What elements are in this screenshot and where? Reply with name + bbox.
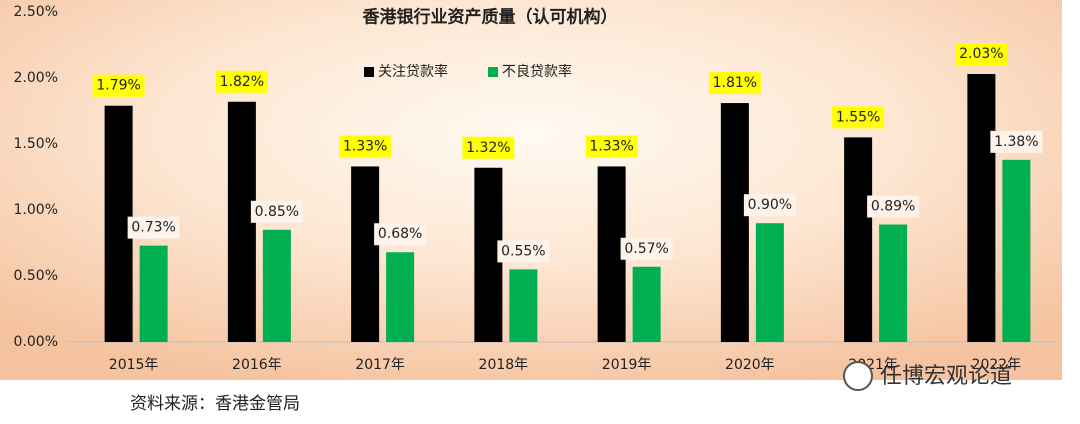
y-tick-label: 0.50%: [14, 268, 58, 284]
data-label: 1.33%: [589, 138, 633, 154]
legend-label: 不良贷款率: [502, 63, 572, 80]
data-label: 1.82%: [220, 74, 264, 90]
data-label-bg: [585, 135, 638, 158]
data-label: 1.79%: [96, 78, 140, 94]
bar: [262, 229, 291, 342]
y-tick-label: 0.00%: [14, 334, 58, 350]
y-tick-label: 2.50%: [14, 4, 58, 20]
data-label: 1.81%: [713, 75, 757, 91]
data-label-bg: [990, 130, 1043, 153]
bar: [1002, 159, 1031, 342]
bar: [632, 266, 661, 342]
data-label-bg: [867, 195, 920, 218]
data-label: 1.55%: [836, 109, 880, 125]
x-tick-label: 2015年: [109, 357, 159, 373]
data-label-bg: [497, 240, 550, 263]
data-label: 0.57%: [624, 241, 668, 257]
source-note: 资料来源：香港金管局: [130, 394, 300, 414]
data-label-bg: [708, 72, 761, 95]
watermark-icon: [843, 361, 873, 391]
bar: [386, 252, 415, 342]
data-label: 0.89%: [871, 199, 915, 215]
data-label: 2.03%: [959, 46, 1003, 62]
data-label: 0.73%: [131, 220, 175, 236]
data-label-bg: [92, 74, 145, 97]
legend-swatch: [488, 67, 498, 77]
data-label-bg: [462, 136, 515, 159]
data-label-bg: [250, 200, 303, 223]
legend-swatch: [364, 67, 374, 77]
data-label-bg: [955, 43, 1008, 66]
x-tick-label: 2020年: [725, 357, 775, 373]
watermark-text: 任博宏观论道: [880, 364, 1012, 389]
bar: [844, 137, 873, 342]
bar: [879, 224, 908, 342]
bar: [720, 103, 749, 342]
data-label-bg: [832, 106, 885, 129]
bar: [509, 269, 538, 342]
x-tick-label: 2018年: [479, 357, 529, 373]
data-label: 0.55%: [501, 243, 545, 259]
data-label-bg: [339, 135, 392, 158]
bar: [139, 245, 168, 342]
data-label-bg: [127, 216, 180, 239]
bar: [351, 166, 380, 342]
x-tick-label: 2017年: [355, 357, 405, 373]
watermark: 任博宏观论道: [843, 361, 1012, 391]
chart-title: 香港银行业资产质量（认可机构）: [363, 7, 618, 28]
data-label: 0.85%: [255, 204, 299, 220]
x-tick-label: 2016年: [232, 357, 282, 373]
data-label-bg: [215, 70, 268, 93]
y-tick-label: 1.00%: [14, 202, 58, 218]
legend-label: 关注贷款率: [378, 63, 448, 80]
data-label-bg: [374, 223, 427, 246]
data-label: 1.33%: [343, 138, 387, 154]
data-label: 0.68%: [378, 226, 422, 242]
y-tick-label: 2.00%: [14, 70, 58, 86]
bar: [755, 223, 784, 342]
data-label: 0.90%: [748, 197, 792, 213]
x-tick-label: 2022年: [972, 357, 1022, 373]
data-label-bg: [620, 237, 673, 260]
y-tick-label: 1.50%: [14, 136, 58, 152]
data-label-bg: [743, 194, 796, 217]
bar: [967, 74, 996, 342]
x-tick-label: 2019年: [602, 357, 652, 373]
data-label: 1.38%: [994, 134, 1038, 150]
data-label: 1.32%: [466, 140, 510, 156]
